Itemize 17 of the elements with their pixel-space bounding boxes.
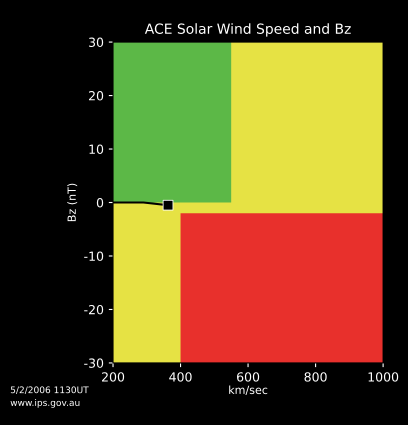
y-tick-label: 20 <box>89 91 104 100</box>
y-tick-label: 0 <box>96 198 104 208</box>
y-tick-label: -30 <box>84 358 104 368</box>
text: 5/2/2006 1130UT <box>10 386 89 394</box>
x-tick-label: 600 <box>237 372 260 382</box>
y-tick-label: -20 <box>84 304 104 314</box>
text: www.ips.gov.au <box>10 399 80 408</box>
x-axis-title: km/sec <box>229 385 268 395</box>
y-tick-label: 10 <box>89 144 104 154</box>
x-tick-label: 800 <box>304 372 327 382</box>
y-tick-label: -10 <box>84 251 104 261</box>
chart-title: ACE Solar Wind Speed and Bz <box>144 23 351 37</box>
y-tick-label: 30 <box>89 38 104 47</box>
x-tick-label: 1000 <box>368 372 398 382</box>
x-tick-label: 200 <box>102 372 124 382</box>
x-tick-label: 400 <box>169 372 192 382</box>
y-axis-title: Bz (nT) <box>67 184 78 222</box>
